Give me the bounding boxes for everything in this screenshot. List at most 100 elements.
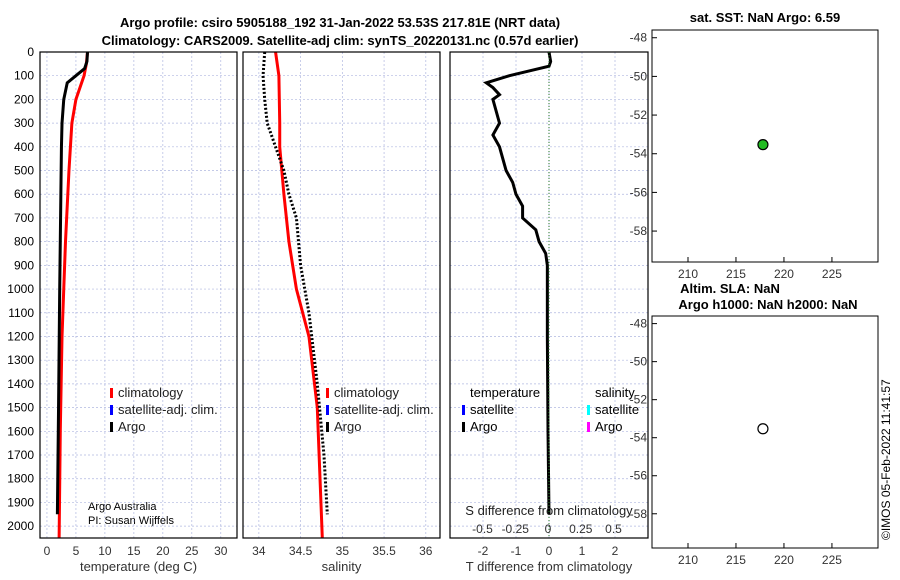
sla-map-title: Altim. SLA: NaN xyxy=(680,281,780,296)
y-tick-label: -58 xyxy=(630,224,648,238)
x-tick-label: 225 xyxy=(822,267,842,281)
x-tick-label: 225 xyxy=(822,553,842,567)
x-tick-label: 210 xyxy=(678,553,698,567)
legend-swatch-0 xyxy=(326,388,329,398)
x2-tick-label: 0.25 xyxy=(569,522,593,536)
y-tick-label: 1900 xyxy=(7,495,34,509)
y-tick-label: 400 xyxy=(14,140,34,154)
x-tick-label: 210 xyxy=(678,267,698,281)
legend-swatch-1 xyxy=(326,405,329,415)
legend-label: climatology xyxy=(118,385,184,400)
x-tick-label: 20 xyxy=(156,544,170,558)
x-tick-label: 220 xyxy=(774,553,794,567)
x2-tick-label: 0.5 xyxy=(605,522,622,536)
x-tick-label: -1 xyxy=(511,544,522,558)
title-line-2: Climatology: CARS2009. Satellite-adj cli… xyxy=(102,33,579,48)
legend-label: satellite-adj. clim. xyxy=(118,402,218,417)
x-tick-label: 35 xyxy=(336,544,350,558)
y-tick-label: 1800 xyxy=(7,472,34,486)
legend-swatch-0 xyxy=(110,388,113,398)
x-tick-label: 5 xyxy=(73,544,80,558)
x-tick-label: 34 xyxy=(252,544,266,558)
x-tick-label: 215 xyxy=(726,553,746,567)
timestamp: ©IMOS 05-Feb-2022 11:41:57 xyxy=(879,379,893,540)
y-tick-label: -50 xyxy=(630,69,648,83)
y-tick-label: 300 xyxy=(14,116,34,130)
legend-title-temperature: temperature xyxy=(470,385,540,400)
map-frame xyxy=(651,315,879,549)
x-tick-label: 215 xyxy=(726,267,746,281)
y-tick-label: -52 xyxy=(630,393,648,407)
x-axis-label: T difference from climatology xyxy=(466,559,633,574)
y-tick-label: -48 xyxy=(630,31,648,45)
legend-title-salinity: salinity xyxy=(595,385,635,400)
plot-frame xyxy=(39,51,238,539)
title-line-1: Argo profile: csiro 5905188_192 31-Jan-2… xyxy=(120,15,560,30)
y-tick-label: 1300 xyxy=(7,353,34,367)
legend-swatch xyxy=(587,405,590,415)
y-tick-label: 600 xyxy=(14,187,34,201)
x2-tick-label: -0.5 xyxy=(472,522,493,536)
y-tick-label: 500 xyxy=(14,164,34,178)
legend-swatch xyxy=(462,422,465,432)
legend-label: Argo xyxy=(470,419,497,434)
x2-tick-label: 0 xyxy=(545,522,552,536)
legend-label: satellite xyxy=(595,402,639,417)
y-tick-label: 800 xyxy=(14,235,34,249)
x-tick-label: 15 xyxy=(127,544,141,558)
credit-line-2: PI: Susan Wijffels xyxy=(88,515,174,527)
series-line-climatology xyxy=(274,51,324,539)
y-tick-label: -48 xyxy=(630,317,648,331)
y-tick-label: -52 xyxy=(630,108,648,122)
legend-swatch-2 xyxy=(110,422,113,432)
x-tick-label: 30 xyxy=(214,544,228,558)
x-tick-label: 0 xyxy=(44,544,51,558)
legend-swatch-2 xyxy=(326,422,329,432)
series-line-argo xyxy=(261,51,329,515)
series-line-t-argo xyxy=(482,51,553,515)
x-axis-label-2: S difference from climatology xyxy=(465,503,633,518)
y-tick-label: 1000 xyxy=(7,282,34,296)
x-tick-label: 1 xyxy=(579,544,586,558)
credit-line-1: Argo Australia xyxy=(88,501,157,513)
y-tick-label: -50 xyxy=(630,355,648,369)
profile-location-marker xyxy=(757,423,769,435)
legend-label: satellite-adj. clim. xyxy=(334,402,434,417)
sla-map-title-2: Argo h1000: NaN h2000: NaN xyxy=(678,297,857,312)
y-tick-label: 100 xyxy=(14,69,34,83)
legend-label: satellite xyxy=(470,402,514,417)
profile-location-marker xyxy=(757,139,769,151)
map-frame xyxy=(651,29,879,263)
y-tick-label: -54 xyxy=(630,147,648,161)
legend-swatch-1 xyxy=(110,405,113,415)
y-tick-label: 1600 xyxy=(7,424,34,438)
sst-map-title: sat. SST: NaN Argo: 6.59 xyxy=(690,10,841,25)
x-tick-label: 25 xyxy=(185,544,199,558)
x-tick-label: 34.5 xyxy=(289,544,313,558)
y-tick-label: -54 xyxy=(630,431,648,445)
x-axis-label: temperature (deg C) xyxy=(80,559,197,574)
y-tick-label: -56 xyxy=(630,185,648,199)
x-tick-label: 35.5 xyxy=(372,544,396,558)
y-tick-label: 900 xyxy=(14,258,34,272)
y-tick-label: -58 xyxy=(630,507,648,521)
x-axis-label: salinity xyxy=(322,559,362,574)
x-tick-label: 0 xyxy=(546,544,553,558)
legend-swatch xyxy=(587,422,590,432)
x-tick-label: 10 xyxy=(98,544,112,558)
y-tick-label: -56 xyxy=(630,469,648,483)
x-tick-label: -2 xyxy=(478,544,489,558)
y-tick-label: 200 xyxy=(14,92,34,106)
legend-label: climatology xyxy=(334,385,400,400)
y-tick-label: 1400 xyxy=(7,377,34,391)
x-tick-label: 36 xyxy=(419,544,433,558)
y-tick-label: 1100 xyxy=(8,306,34,320)
legend-swatch xyxy=(462,405,465,415)
y-tick-label: 1700 xyxy=(7,448,34,462)
y-tick-label: 1200 xyxy=(7,329,34,343)
x-tick-label: 220 xyxy=(774,267,794,281)
y-tick-label: 2000 xyxy=(7,519,34,533)
x2-tick-label: -0.25 xyxy=(502,522,530,536)
plot-frame xyxy=(242,51,441,539)
